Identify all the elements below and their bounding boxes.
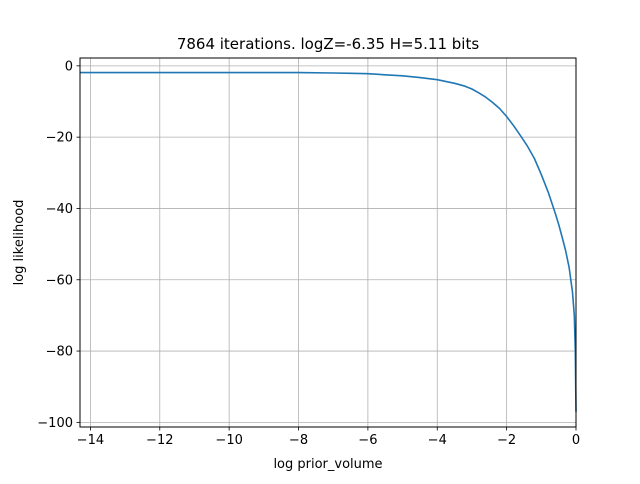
x-tick-label: −4: [428, 433, 447, 448]
y-tick-label: −20: [46, 131, 73, 146]
y-tick-label: −40: [46, 202, 73, 217]
series-line: [80, 71, 577, 412]
x-axis-label: log prior_volume: [273, 457, 382, 472]
axis-ticks: −14 −12 −10 −8 −6 −4 −2 00−20−40−60−80−100: [37, 59, 580, 448]
y-tick-label: 0: [65, 59, 73, 74]
grid-lines: [80, 58, 577, 427]
y-axis-label: log likelihood: [12, 200, 27, 286]
chart-title: 7864 iterations. logZ=-6.35 H=5.11 bits: [177, 35, 480, 53]
y-tick-label: −80: [46, 345, 73, 360]
x-tick-label: −12: [146, 433, 173, 448]
x-tick-label: −14: [77, 433, 104, 448]
x-tick-label: −10: [215, 433, 242, 448]
x-tick-label: 0: [572, 433, 580, 448]
x-tick-label: −6: [358, 433, 377, 448]
x-tick-label: −2: [497, 433, 516, 448]
x-tick-label: −8: [289, 433, 308, 448]
plot-frame: [79, 57, 577, 428]
y-tick-label: −100: [37, 416, 73, 431]
series-layer: [80, 71, 577, 412]
y-tick-label: −60: [46, 273, 73, 288]
